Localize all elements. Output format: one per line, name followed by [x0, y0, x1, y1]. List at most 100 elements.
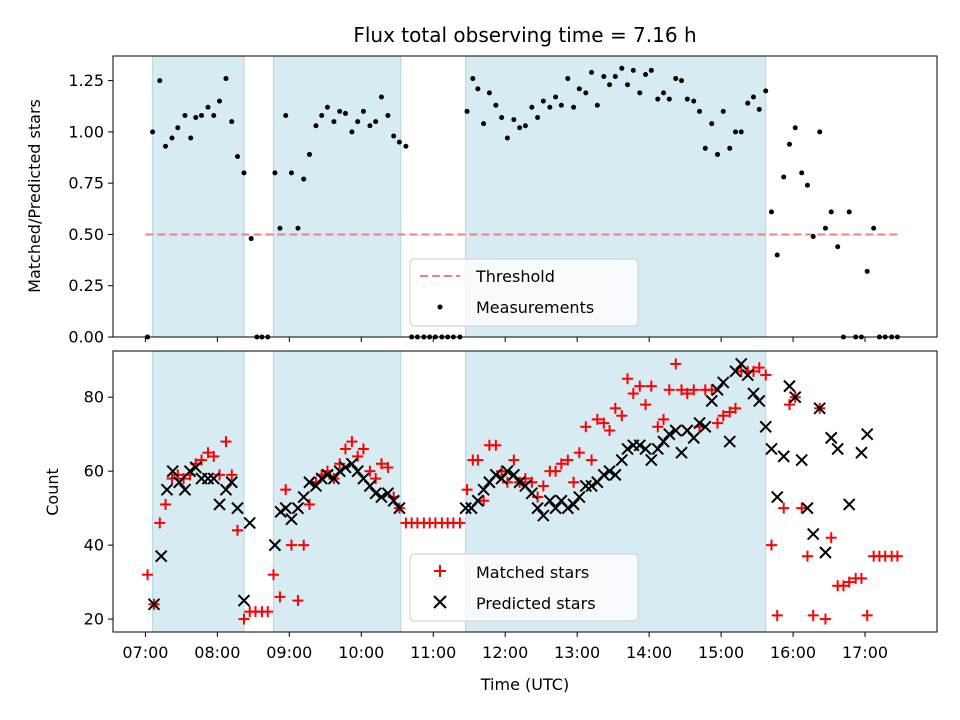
predicted-star-point [651, 442, 664, 456]
predicted-star-point [387, 494, 400, 507]
predicted-star-point [225, 476, 238, 489]
measurement-point [169, 135, 175, 141]
predicted-star-point [723, 435, 736, 448]
measurement-point [630, 67, 636, 73]
matched-star-point [364, 465, 376, 477]
measurement-point [697, 108, 703, 114]
matched-star-point [616, 410, 628, 422]
matched-star-point [231, 524, 243, 536]
measurement-point [499, 115, 505, 121]
measurement-point [229, 119, 235, 125]
measurement-point [324, 104, 330, 110]
legend-predicted-swatch [433, 595, 447, 609]
predicted-star-point [663, 427, 676, 441]
predicted-star-point [585, 479, 598, 493]
matched-star-point [537, 480, 549, 492]
matched-star-point [208, 450, 220, 462]
measurement-point [756, 106, 762, 112]
predicted-star-point [819, 546, 832, 559]
matched-star-point [771, 609, 783, 621]
matched-star-point [855, 572, 867, 584]
x-tick-label: 07:00 [122, 643, 168, 662]
measurement-point [601, 74, 607, 80]
x-tick-label: 14:00 [626, 643, 672, 662]
x-tick-label: 13:00 [554, 643, 600, 662]
predicted-star-point [189, 461, 202, 474]
measurement-point [750, 94, 756, 100]
top-y-axis: 0.00 0.25 0.50 0.75 1.00 1.25 [68, 71, 113, 347]
predicted-star-point [855, 446, 868, 459]
measurement-point [283, 112, 289, 118]
measurement-point [331, 119, 337, 125]
measurement-point [738, 129, 744, 135]
x-axis-label: Time (UTC) [480, 675, 569, 694]
predicted-star-point [753, 394, 766, 408]
top-x-ticks [144, 337, 866, 342]
predicted-star-point [729, 365, 742, 378]
predicted-star-point [381, 487, 395, 500]
predicted-star-point [213, 498, 226, 511]
predicted-star-point [155, 549, 168, 563]
predicted-star-point [303, 476, 316, 489]
predicted-star-point [711, 383, 724, 397]
predicted-star-point [573, 490, 586, 504]
measurement-point [673, 76, 679, 82]
predicted-star-point [477, 483, 490, 496]
matched-star-point [267, 569, 279, 581]
observing-window-0 [152, 55, 245, 338]
measurement-point [157, 78, 163, 84]
predicted-star-point [219, 483, 233, 496]
y-tick-label: 40 [84, 536, 104, 555]
measurement-point [553, 94, 559, 100]
measurement-point [804, 182, 810, 188]
measurement-point [612, 74, 618, 80]
predicted-star-point [842, 498, 856, 511]
matched-star-point [519, 473, 531, 485]
measurement-point [396, 139, 402, 145]
predicted-star-point [183, 464, 197, 478]
measurement-point [288, 170, 294, 176]
predicted-star-point [860, 427, 874, 441]
matched-star-point [375, 458, 387, 470]
measurement-point [150, 129, 156, 135]
measurement-point [715, 151, 721, 157]
measurement-point [732, 129, 738, 135]
y-tick-label: 0.75 [68, 174, 104, 193]
predicted-star-point [693, 416, 706, 430]
predicted-star-point [537, 509, 550, 522]
matched-star-point [346, 436, 358, 448]
measurement-point [481, 121, 487, 127]
matched-star-point [562, 454, 574, 466]
matched-star-point [747, 365, 759, 377]
matched-star-point [274, 591, 286, 603]
matched-star-point [303, 498, 315, 510]
x-tick-label: 11:00 [410, 643, 456, 662]
predicted-star-point [369, 487, 382, 500]
measurement-point [342, 110, 348, 116]
measurement-point [385, 112, 391, 118]
measurement-point [493, 102, 499, 108]
measurement-point [349, 129, 355, 135]
predicted-star-point [297, 490, 310, 504]
matched-star-point [568, 476, 580, 488]
predicted-star-point [309, 479, 323, 493]
predicted-star-point [633, 439, 646, 452]
measurement-point [655, 96, 661, 102]
measurement-point [223, 76, 229, 82]
legend-predicted-label: Predicted stars [476, 594, 596, 613]
predicted-star-point [543, 494, 557, 507]
predicted-star-point [645, 453, 658, 467]
measurement-point [709, 121, 715, 127]
matched-star-point [706, 384, 718, 396]
legend-measurement-swatch [437, 304, 443, 310]
observing-window-1 [272, 350, 402, 633]
matched-star-point [658, 413, 670, 425]
predicted-star-point [333, 464, 346, 478]
y-tick-label: 0.00 [68, 328, 104, 347]
measurement-point [360, 108, 366, 114]
matched-star-point [285, 539, 297, 551]
predicted-star-point [675, 446, 688, 459]
predicted-star-point [147, 598, 161, 611]
measurement-point [571, 104, 577, 110]
measurement-point [475, 86, 481, 92]
